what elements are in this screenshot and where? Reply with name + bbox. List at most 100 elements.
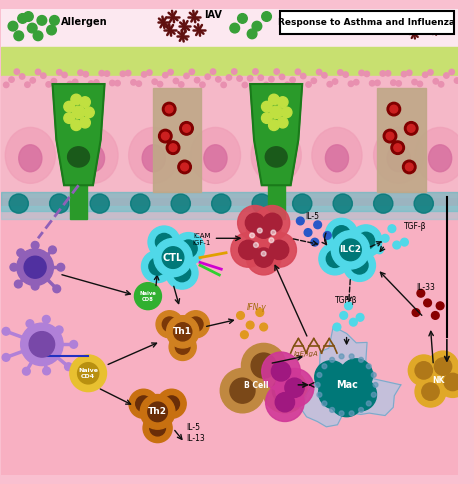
Circle shape [2, 328, 10, 335]
Ellipse shape [142, 145, 165, 172]
Circle shape [162, 317, 177, 332]
Circle shape [255, 206, 290, 240]
Ellipse shape [128, 127, 179, 183]
Circle shape [375, 80, 380, 86]
Text: TGF-β: TGF-β [404, 222, 427, 231]
Circle shape [444, 373, 461, 391]
Ellipse shape [325, 145, 348, 172]
Circle shape [71, 94, 82, 105]
Circle shape [317, 373, 322, 378]
Circle shape [80, 117, 91, 128]
Circle shape [238, 240, 258, 259]
Circle shape [349, 354, 354, 359]
Polygon shape [1, 207, 458, 219]
Circle shape [315, 382, 320, 387]
Circle shape [275, 393, 294, 412]
Circle shape [78, 363, 99, 384]
Circle shape [150, 420, 165, 436]
Circle shape [412, 79, 417, 85]
Circle shape [43, 316, 50, 323]
Circle shape [380, 71, 385, 76]
Circle shape [53, 285, 61, 293]
Circle shape [9, 77, 14, 82]
Text: NK: NK [432, 376, 445, 385]
Circle shape [422, 72, 428, 77]
Circle shape [252, 194, 272, 213]
Circle shape [356, 314, 364, 321]
Circle shape [350, 225, 382, 257]
Circle shape [9, 194, 28, 213]
Circle shape [385, 71, 391, 76]
Circle shape [21, 323, 63, 365]
Circle shape [220, 368, 264, 413]
Circle shape [311, 238, 319, 246]
Circle shape [17, 249, 25, 257]
Circle shape [135, 283, 162, 310]
Circle shape [454, 78, 460, 83]
Circle shape [290, 77, 295, 83]
Ellipse shape [251, 127, 301, 183]
Circle shape [394, 144, 401, 151]
Circle shape [33, 31, 43, 41]
Circle shape [258, 75, 264, 80]
Circle shape [296, 217, 304, 225]
Ellipse shape [265, 147, 287, 167]
Text: B Cell: B Cell [244, 381, 268, 390]
Circle shape [2, 353, 10, 361]
Circle shape [349, 411, 354, 416]
Circle shape [343, 72, 348, 77]
Circle shape [387, 102, 401, 116]
Circle shape [393, 241, 401, 249]
Circle shape [422, 383, 439, 400]
Circle shape [41, 73, 46, 78]
Circle shape [166, 257, 198, 289]
Circle shape [189, 69, 194, 75]
Circle shape [237, 14, 247, 23]
Text: Th1: Th1 [173, 327, 192, 336]
Circle shape [277, 117, 288, 128]
Circle shape [17, 249, 54, 286]
Circle shape [348, 81, 354, 87]
Text: IL-33: IL-33 [416, 283, 435, 292]
Circle shape [269, 240, 289, 259]
Circle shape [141, 251, 173, 283]
Circle shape [57, 263, 64, 271]
Circle shape [330, 357, 335, 362]
Circle shape [428, 351, 458, 382]
Circle shape [173, 78, 179, 84]
Circle shape [407, 70, 412, 76]
Circle shape [25, 82, 30, 88]
Circle shape [434, 358, 452, 375]
Circle shape [169, 333, 196, 361]
Circle shape [359, 408, 364, 412]
Circle shape [162, 132, 169, 140]
Circle shape [173, 323, 192, 341]
Text: ICAM
IGF-1: ICAM IGF-1 [193, 232, 211, 245]
Circle shape [14, 280, 22, 288]
Circle shape [319, 17, 329, 27]
Circle shape [373, 382, 378, 387]
Text: TGF-β: TGF-β [335, 296, 358, 305]
Circle shape [314, 221, 321, 228]
Circle shape [326, 250, 344, 268]
Circle shape [366, 364, 371, 369]
Circle shape [246, 240, 281, 275]
Circle shape [115, 80, 120, 86]
Text: IgE/IgA: IgE/IgA [294, 351, 319, 357]
Circle shape [205, 74, 210, 79]
Circle shape [349, 318, 357, 326]
Circle shape [260, 323, 267, 331]
Circle shape [371, 373, 376, 378]
Circle shape [436, 302, 444, 310]
Circle shape [30, 77, 36, 83]
Circle shape [10, 263, 18, 271]
Ellipse shape [5, 127, 55, 183]
Circle shape [359, 70, 364, 76]
Ellipse shape [415, 127, 465, 183]
Circle shape [326, 218, 357, 250]
Circle shape [251, 353, 276, 378]
Polygon shape [153, 88, 201, 192]
Circle shape [332, 79, 337, 84]
Circle shape [262, 101, 272, 112]
Text: IL-5
IL-13: IL-5 IL-13 [187, 424, 205, 443]
